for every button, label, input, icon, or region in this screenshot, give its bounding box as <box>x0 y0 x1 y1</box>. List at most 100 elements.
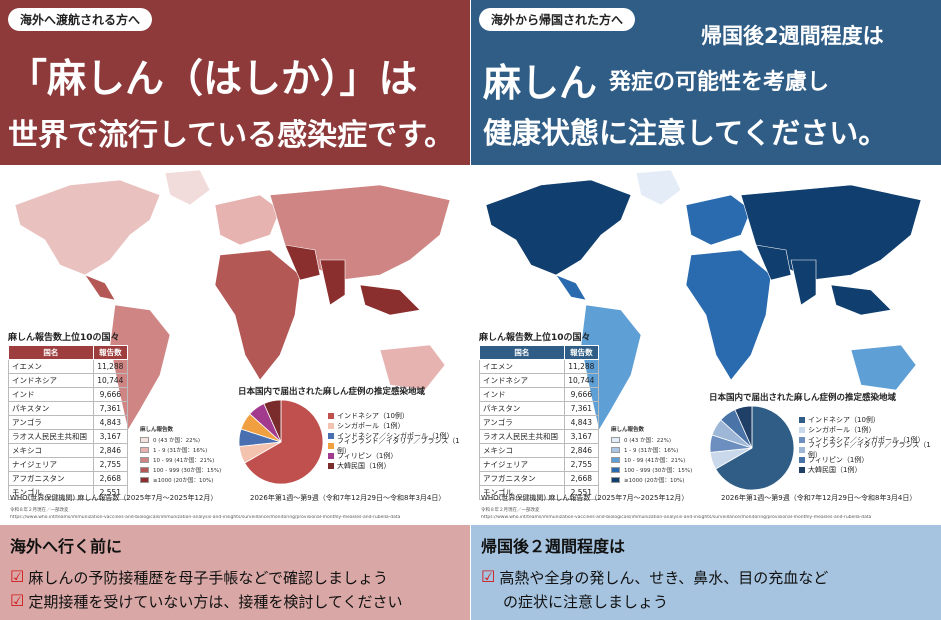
map-australia <box>379 344 446 391</box>
table-row: ラオス人民民主共和国 3,167 <box>479 429 600 444</box>
count-cell: 2,755 <box>92 457 129 472</box>
count-cell: 4,843 <box>92 415 129 430</box>
header-banner: 海外へ渡航される方へ 「麻しん（はしか）」は 世界で流行している感染症です。 <box>0 0 470 165</box>
map-legend-item: 1 - 9 (31か国：16%) <box>140 445 221 455</box>
top10-table-box: 麻しん報告数上位10の国々 国名 報告数 イエメン 11,288 インドネシア 10,… <box>479 330 609 500</box>
count-cell: 9,666 <box>92 387 129 402</box>
table-row: アフガニスタン 2,668 <box>479 471 600 486</box>
count-cell: 4,843 <box>563 415 600 430</box>
table-row: ナイジェリア 2,755 <box>8 457 129 472</box>
count-cell: 11,288 <box>563 359 600 374</box>
legend-label: シンガポール（1例） <box>808 426 876 434</box>
country-cell: パキスタン <box>479 401 565 416</box>
pie-slice <box>263 399 282 443</box>
legend-swatch <box>799 457 805 463</box>
period-caption: 2026年第1週～第9週（令和7年12月29日～令和8年3月4日） <box>721 494 917 502</box>
col-count: 報告数 <box>92 345 129 360</box>
table-row: ナイジェリア 2,755 <box>479 457 600 472</box>
map-legend-item: 100 - 999 (30か国：15%) <box>611 465 692 475</box>
legend-label: 大韓民国（1例） <box>808 466 862 474</box>
pie-legend-item: シンガポール（1例） <box>328 421 470 431</box>
count-cell: 2,668 <box>92 471 129 486</box>
map-australia <box>850 344 917 391</box>
legend-label: 100 - 999 (30か国：15%) <box>153 468 222 474</box>
legend-swatch <box>328 443 334 449</box>
legend-swatch <box>611 447 620 453</box>
table-row: イエメン 11,288 <box>479 359 600 374</box>
table-title: 麻しん報告数上位10の国々 <box>8 333 120 343</box>
map-south-asia <box>790 259 817 306</box>
country-cell: アンゴラ <box>479 415 565 430</box>
country-cell: インドネシア <box>479 373 565 388</box>
pie-slice <box>244 399 324 485</box>
legend-label: 1 - 9 (31か国：16%) <box>624 448 679 454</box>
source-caption: WHO(世界保健機関) 麻しん報告数（2025年7月～2025年12月） <box>10 494 218 502</box>
audience-badge: 海外へ渡航される方へ <box>8 8 153 31</box>
legend-swatch <box>140 437 149 443</box>
pie-slice <box>734 405 753 449</box>
footer-item-2: ☑ 定期接種を受けていない方は、接種を検討してください <box>10 591 403 611</box>
legend-label: フィリピン（1例） <box>337 452 398 460</box>
outbound-panel: 海外へ渡航される方へ 「麻しん（はしか）」は 世界で流行している感染症です。 <box>0 0 470 620</box>
map-europe <box>214 194 281 246</box>
map-legend-title: 麻しん報告数 <box>140 427 174 433</box>
legend-swatch <box>611 437 620 443</box>
footer-title: 帰国後２週間程度は <box>481 537 626 556</box>
legend-swatch <box>799 447 805 453</box>
checkbox-icon: ☑ <box>10 591 25 610</box>
table-row: アンゴラ 4,843 <box>8 415 129 430</box>
country-cell: ラオス人民民主共和国 <box>8 429 94 444</box>
count-cell: 2,846 <box>563 443 600 458</box>
header-banner: 海外から帰国された方へ 帰国後2週間程度は 麻しん 発症の可能性を考慮し 健康状… <box>471 0 941 165</box>
legend-swatch <box>140 467 149 473</box>
map-legend-item: 100 - 999 (30か国：15%) <box>140 465 221 475</box>
legend-swatch <box>328 413 334 419</box>
headline-epidemic: 世界で流行している感染症です。 <box>8 118 455 153</box>
pie-legend-item: フィリピン（1例） <box>328 451 470 461</box>
headline-health: 健康状態に注意してください。 <box>483 116 888 150</box>
count-cell: 3,167 <box>563 429 600 444</box>
source-url: https://www.who.int/teams/immunization-v… <box>10 515 401 520</box>
pie-legend-item: 大韓民国（1例） <box>328 461 470 471</box>
headline-measles: 麻しん <box>483 61 598 105</box>
pie-legend-item: フィリピン（1例） <box>799 455 941 465</box>
legend-swatch <box>799 437 805 443</box>
table-row: モンゴル 2,551 <box>8 485 129 500</box>
country-cell: アフガニスタン <box>479 471 565 486</box>
legend-label: 1 - 9 (31か国：16%) <box>153 448 208 454</box>
legend-label: フィンランド／イタリア／フランス（1例） <box>807 441 931 459</box>
country-cell: ラオス人民民主共和国 <box>479 429 565 444</box>
pie-legend-item: シンガポール（1例） <box>799 425 941 435</box>
source-caption: WHO(世界保健機関) 麻しん報告数（2025年7月～2025年12月） <box>481 494 689 502</box>
map-legend: 麻しん報告数 0 (43 か国：22%) 1 - 9 (31か国：16%) 10 -… <box>140 425 221 485</box>
pie-chart <box>709 405 795 491</box>
legend-label: インドネシア／シンガポール（1例） <box>337 432 454 440</box>
count-cell: 2,551 <box>563 485 600 500</box>
note: 令和８年２月現在／一部改変 <box>481 508 540 513</box>
headline-possibility: 発症の可能性を考慮し <box>609 70 830 95</box>
map-africa <box>685 249 772 381</box>
legend-swatch <box>140 447 149 453</box>
legend-swatch <box>611 457 620 463</box>
table-row: インド 9,666 <box>479 387 600 402</box>
legend-swatch <box>611 477 620 483</box>
table-row: アフガニスタン 2,668 <box>8 471 129 486</box>
legend-label: シンガポール（1例） <box>337 422 405 430</box>
map-north-america <box>14 179 161 276</box>
pie-legend-item: インドネシア／シンガポール（1例） <box>328 431 470 441</box>
headline-measles: 「麻しん（はしか）」は <box>8 57 418 102</box>
map-legend-item: ≥1000 (20か国：10%) <box>140 475 221 485</box>
table-row: イエメン 11,288 <box>8 359 129 374</box>
table-row: インドネシア 10,744 <box>479 373 600 388</box>
country-cell: ナイジェリア <box>8 457 94 472</box>
country-cell: ナイジェリア <box>479 457 565 472</box>
legend-swatch <box>328 423 334 429</box>
legend-label: 大韓民国（1例） <box>337 462 391 470</box>
map-legend-item: 0 (43 か国：22%) <box>140 435 221 445</box>
legend-swatch <box>799 417 805 423</box>
footer-box: 海外へ行く前に ☑ 麻しんの予防接種歴を母子手帳などで確認しましょう ☑ 定期接… <box>0 525 470 620</box>
legend-swatch <box>799 427 805 433</box>
period-caption: 2026年第1週～第9週（令和7年12月29日～令和8年3月4日） <box>250 494 446 502</box>
footer-box: 帰国後２週間程度は ☑ 高熱や全身の発しん、せき、鼻水、目の充血など の症状に注… <box>471 525 941 620</box>
map-legend: 麻しん報告数 0 (43 か国：22%) 1 - 9 (31か国：16%) 10 -… <box>611 425 692 485</box>
